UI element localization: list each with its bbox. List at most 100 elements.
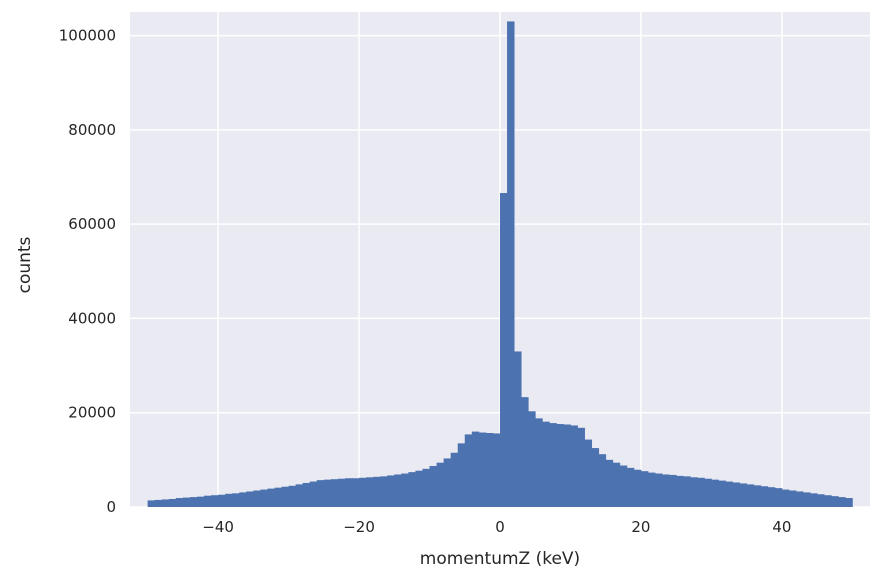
histogram-bar bbox=[591, 448, 600, 507]
histogram-bar bbox=[584, 439, 593, 507]
histogram-bar bbox=[704, 478, 712, 507]
histogram-bar bbox=[196, 496, 205, 507]
y-tick-labels: 0 20000 40000 60000 80000 100000 bbox=[59, 27, 116, 516]
histogram-bar bbox=[711, 479, 719, 507]
histogram-bar bbox=[633, 469, 642, 507]
histogram-bar bbox=[401, 473, 409, 507]
histogram-bar bbox=[683, 476, 691, 507]
histogram-bar bbox=[366, 477, 374, 507]
histogram-bar bbox=[309, 481, 318, 507]
histogram-bar bbox=[725, 481, 733, 507]
histogram-bar bbox=[161, 499, 170, 507]
histogram-bar bbox=[394, 474, 402, 507]
y-tick-label: 20000 bbox=[68, 404, 116, 422]
histogram-bar bbox=[824, 495, 832, 507]
histogram-bar bbox=[817, 494, 825, 507]
histogram-bar bbox=[669, 474, 677, 507]
histogram-bar bbox=[175, 498, 184, 507]
histogram-bar bbox=[577, 427, 585, 507]
histogram-bar bbox=[408, 472, 416, 507]
histogram-bar bbox=[478, 432, 487, 507]
histogram-bar bbox=[337, 478, 346, 507]
histogram-bar bbox=[619, 465, 628, 507]
histogram-bar bbox=[598, 454, 607, 507]
histogram-bar bbox=[535, 418, 543, 507]
histogram-bar bbox=[211, 495, 219, 507]
histogram-bar bbox=[767, 487, 776, 507]
histogram-bar bbox=[147, 500, 156, 507]
histogram-bar bbox=[246, 491, 254, 507]
histogram-bar bbox=[267, 488, 275, 507]
histogram-bar bbox=[429, 465, 437, 507]
x-tick-label: −20 bbox=[343, 518, 375, 536]
histogram-bar bbox=[485, 432, 494, 507]
histogram-bar bbox=[676, 475, 684, 507]
histogram-bar bbox=[697, 477, 705, 507]
histogram-bar bbox=[549, 423, 557, 507]
histogram-bar bbox=[796, 491, 804, 507]
histogram-bar bbox=[380, 476, 388, 507]
y-tick-label: 80000 bbox=[68, 121, 116, 139]
histogram-bar bbox=[359, 477, 367, 507]
histogram-bar bbox=[774, 488, 783, 507]
histogram-bar bbox=[760, 486, 769, 507]
histogram-bar bbox=[239, 492, 247, 507]
histogram-bar bbox=[831, 496, 839, 507]
x-tick-label: 40 bbox=[772, 518, 791, 536]
histogram-bar bbox=[232, 493, 240, 507]
histogram-bar bbox=[443, 458, 452, 507]
histogram-bar bbox=[556, 424, 564, 507]
histogram-bar bbox=[648, 472, 656, 507]
histogram-bar bbox=[436, 462, 445, 507]
histogram-bar bbox=[781, 489, 790, 507]
y-tick-label: 0 bbox=[106, 498, 116, 516]
histogram-bar bbox=[330, 479, 339, 507]
histogram-bar bbox=[189, 497, 198, 507]
histogram-bar bbox=[302, 482, 311, 507]
histogram-bar bbox=[168, 498, 177, 507]
histogram-bar bbox=[204, 495, 212, 507]
histogram-bar bbox=[746, 484, 755, 507]
histogram-bar bbox=[655, 473, 663, 507]
x-tick-labels: −40 −20 0 20 40 bbox=[202, 518, 791, 536]
histogram-bar bbox=[225, 493, 233, 507]
histogram-bar bbox=[471, 431, 480, 507]
histogram-bar bbox=[528, 411, 536, 507]
histogram-bar bbox=[810, 493, 818, 507]
histogram-bar bbox=[500, 193, 508, 507]
histogram-bar bbox=[323, 479, 332, 507]
histogram-bar bbox=[662, 474, 670, 507]
histogram-bar bbox=[739, 483, 748, 507]
histogram-bar bbox=[457, 443, 466, 507]
x-tick-label: 20 bbox=[631, 518, 650, 536]
histogram-bar bbox=[288, 485, 297, 507]
histogram-bar bbox=[732, 482, 741, 507]
histogram-bar bbox=[450, 452, 459, 507]
histogram-bar bbox=[464, 434, 473, 507]
y-axis-label: counts bbox=[15, 236, 35, 293]
x-axis-label: momentumZ (keV) bbox=[420, 549, 580, 569]
histogram-bars bbox=[147, 21, 853, 508]
histogram-bar bbox=[838, 497, 846, 507]
y-tick-label: 40000 bbox=[68, 309, 116, 327]
histogram-bar bbox=[218, 494, 226, 507]
y-tick-label: 100000 bbox=[59, 27, 116, 45]
histogram-bar bbox=[845, 498, 853, 507]
histogram-bar bbox=[542, 421, 550, 507]
histogram-bar bbox=[803, 492, 811, 507]
histogram-bar bbox=[788, 490, 797, 507]
histogram-bar bbox=[422, 468, 430, 507]
histogram-bar bbox=[605, 459, 614, 507]
histogram-bar bbox=[626, 467, 635, 507]
histogram-bar bbox=[492, 433, 501, 507]
histogram-bar bbox=[154, 499, 163, 507]
histogram-bar bbox=[570, 425, 578, 507]
histogram-bar bbox=[316, 480, 325, 507]
histogram-bar bbox=[640, 471, 649, 507]
histogram-bar bbox=[352, 478, 360, 507]
histogram-bar bbox=[521, 397, 529, 507]
histogram-bar bbox=[612, 462, 621, 507]
histogram-bar bbox=[387, 475, 395, 507]
histogram-bar bbox=[274, 487, 282, 507]
